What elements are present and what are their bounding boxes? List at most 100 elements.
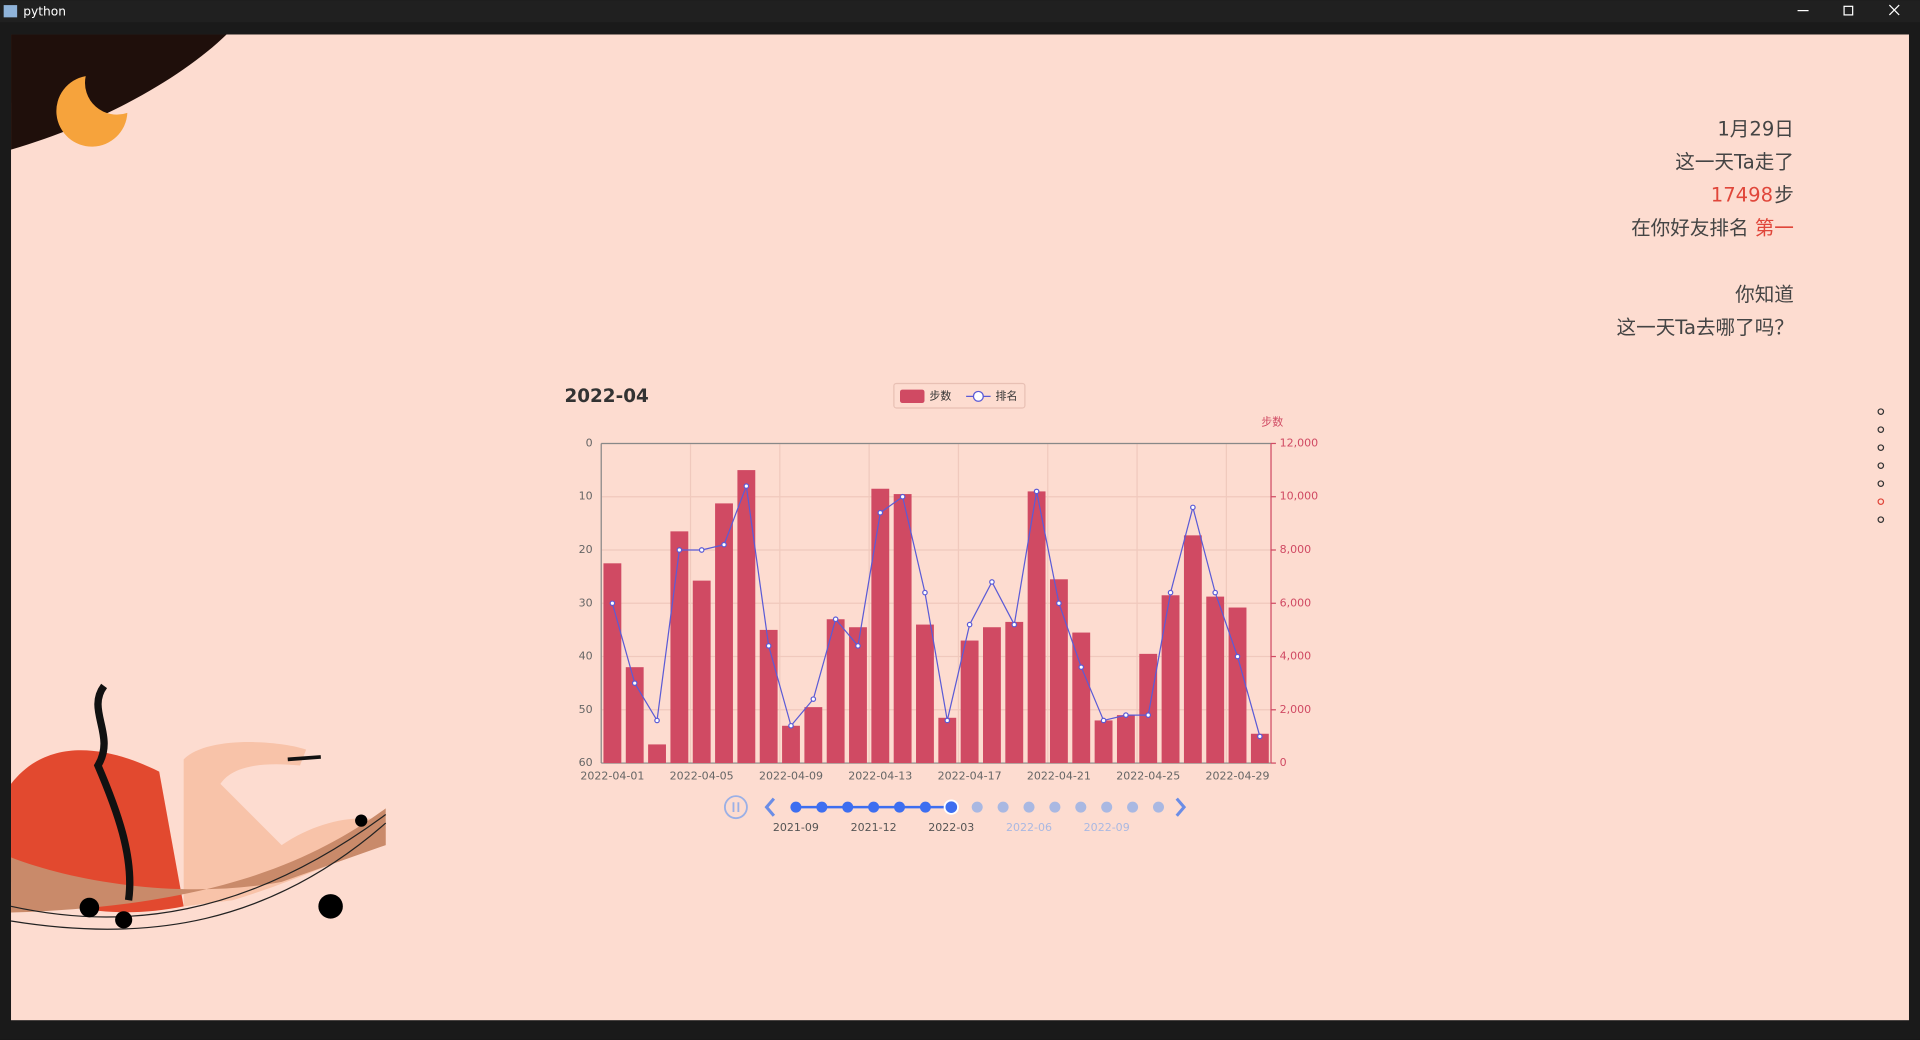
y-tick-label: 60 [579, 756, 593, 769]
line-point [855, 643, 861, 649]
timeline-dot[interactable] [1152, 801, 1164, 813]
play-button[interactable] [723, 795, 748, 820]
bar [737, 470, 756, 764]
line-point [1100, 717, 1107, 724]
nav-dot[interactable] [1877, 408, 1885, 415]
timeline-dot[interactable] [1127, 801, 1139, 813]
line-point [1033, 488, 1040, 495]
nav-dot[interactable] [1877, 480, 1885, 487]
moon [56, 76, 128, 147]
next-button[interactable] [1175, 797, 1187, 817]
bar [1005, 621, 1024, 764]
chart: 0 10 20 30 40 50 60 0 2,000 4,000 6,000 8,000 10,000… [579, 382, 1319, 834]
legend-swatch [900, 389, 925, 404]
timeline-dot[interactable] [1075, 801, 1087, 813]
timeline-label: 2022-06 [1006, 821, 1052, 834]
timeline-dot[interactable] [842, 801, 854, 813]
x-tick-label: 2022-04-25 [1116, 770, 1180, 783]
timeline-dot[interactable] [1049, 801, 1061, 813]
timeline-dot[interactable] [1101, 801, 1113, 813]
timeline-dot[interactable] [790, 801, 802, 813]
nav-dot[interactable] [1877, 462, 1885, 469]
restore-button[interactable] [1843, 5, 1854, 16]
info-panel: 1月29日 这一天Ta走了 17498 步 在你好友排名 第一 你知道 这一天T… [1617, 118, 1794, 339]
bar [1183, 535, 1202, 764]
bar [1049, 579, 1068, 764]
line-point [765, 643, 772, 649]
legend-label: 排名 [996, 388, 1018, 402]
line-point [899, 493, 906, 500]
timeline-dot[interactable] [997, 801, 1009, 813]
title-bar [0, 0, 1920, 23]
y-tick-label: 40 [579, 650, 593, 663]
walked-text: 这一天Ta走了 [1675, 151, 1794, 174]
y-tick-label: 20 [579, 543, 593, 556]
x-tick-label: 2022-04-05 [670, 770, 734, 783]
line-point [743, 483, 750, 489]
timeline-dot[interactable] [894, 801, 906, 813]
line-point [1167, 589, 1174, 596]
y2-tick-label: 12,000 [1280, 436, 1319, 449]
steps-unit: 步 [1774, 184, 1794, 207]
y-tick-label: 0 [586, 436, 593, 449]
line-point [1257, 733, 1263, 740]
y2-tick-label: 2,000 [1280, 703, 1312, 716]
bar [648, 744, 666, 764]
x-tick-label: 2022-04-13 [848, 770, 912, 783]
chart-title: 2022-04 [564, 386, 648, 407]
bar [1228, 607, 1247, 764]
x-tick-label: 2022-04-29 [1206, 770, 1270, 783]
line-point [944, 717, 951, 724]
close-button[interactable] [1888, 4, 1900, 16]
prev-button[interactable] [764, 797, 776, 817]
timeline-dot[interactable] [971, 801, 983, 813]
y2-tick-label: 0 [1280, 756, 1287, 769]
illustration [10, 683, 387, 930]
bar [715, 503, 733, 764]
x-tick-label: 2022-04-01 [580, 770, 644, 783]
timeline-dot[interactable] [919, 801, 931, 813]
line-point [989, 579, 995, 585]
y2-tick-label: 10,000 [1280, 490, 1319, 503]
line-point [966, 621, 973, 628]
bar [1027, 491, 1046, 764]
line-point [1190, 504, 1196, 511]
line-point [1056, 600, 1062, 607]
timeline-label: 2021-12 [851, 821, 897, 834]
y2-axis-label: 步数 [1261, 416, 1283, 429]
nav-dot[interactable] [1877, 426, 1885, 433]
line-point [1234, 653, 1241, 660]
y-tick-label: 30 [579, 596, 593, 609]
line-point [698, 547, 705, 553]
question-1: 你知道 [1735, 283, 1794, 306]
timeline-label: 2022-03 [928, 821, 974, 834]
nav-dot[interactable] [1877, 516, 1885, 523]
question-2: 这一天Ta去哪了吗？ [1617, 316, 1794, 339]
bar [983, 627, 1001, 764]
rank-prefix: 在你好友排名 [1631, 217, 1748, 240]
nav-dot-active[interactable] [1877, 498, 1885, 505]
y2-tick-label: 4,000 [1280, 650, 1312, 663]
bar [916, 624, 934, 764]
line-point [609, 600, 616, 607]
bar [893, 494, 912, 764]
timeline-dot-current[interactable] [943, 799, 959, 815]
x-tick-label: 2022-04-21 [1027, 770, 1091, 783]
timeline-dot[interactable] [868, 801, 880, 813]
timeline-dot[interactable] [1023, 801, 1035, 813]
line-point [1145, 712, 1152, 718]
bar [871, 488, 890, 764]
legend-label: 步数 [929, 389, 951, 402]
bar [960, 640, 979, 764]
app-icon [3, 5, 18, 18]
timeline-dot[interactable] [816, 801, 828, 813]
y2-tick-label: 8,000 [1280, 543, 1312, 556]
line-point [631, 680, 638, 686]
pause-icon [732, 802, 740, 813]
x-tick-label: 2022-04-09 [759, 770, 823, 783]
nav-dot[interactable] [1877, 444, 1885, 451]
line-point [654, 717, 660, 724]
bar [1116, 715, 1135, 764]
rank: 第一 [1755, 217, 1794, 240]
